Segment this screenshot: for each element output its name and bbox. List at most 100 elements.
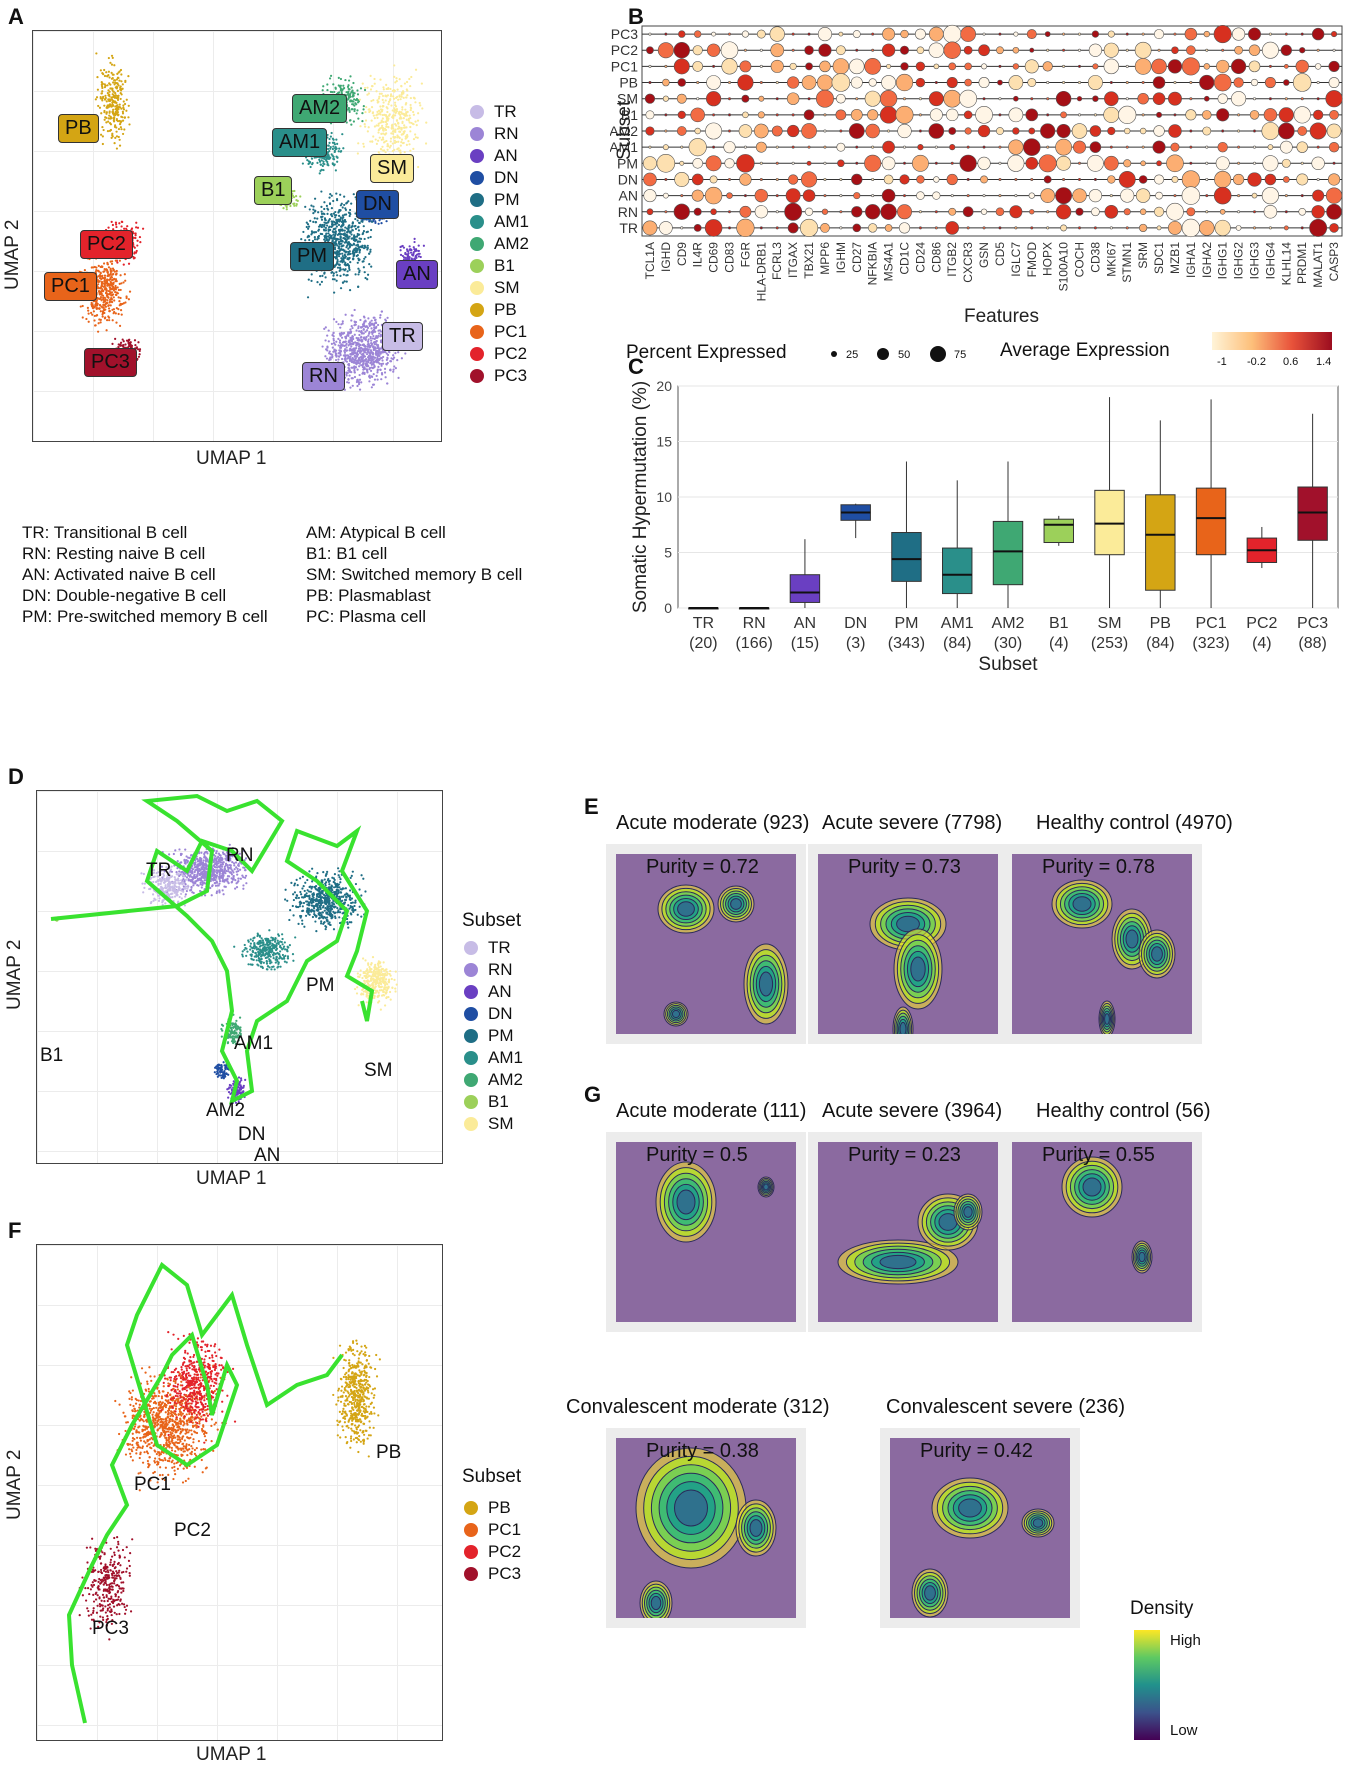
dotplot-dot — [1325, 187, 1343, 204]
density-g-title: Acute severe (3964) — [822, 1100, 1003, 1122]
dotplot-dot — [759, 64, 763, 68]
dotplot-dot — [1025, 108, 1039, 122]
dotplot-dot — [1152, 76, 1166, 89]
dotplot-b-ylabel: Subset — [614, 100, 635, 160]
dotplot-dot — [851, 206, 863, 218]
node-label-f-pc1: PC1 — [134, 1474, 171, 1495]
definition-item: SM: Switched memory B cell — [306, 565, 523, 584]
dotplot-dot — [943, 24, 962, 44]
dotplot-dot — [1249, 110, 1260, 120]
dotplot-dot — [966, 226, 970, 230]
dotplot-dot — [1043, 175, 1052, 184]
boxplot-ylabel: Somatic Hypermutation (%) — [630, 381, 651, 613]
node-label-rn: RN — [226, 845, 254, 866]
dotplot-dot — [775, 145, 779, 149]
dotplot-dot — [1125, 32, 1129, 36]
dotplot-dot — [1263, 108, 1278, 122]
dotplot-dot — [1055, 204, 1072, 220]
density-g-contours — [837, 1193, 983, 1285]
dotplot-dot — [1181, 57, 1200, 76]
dotplot-dot — [692, 61, 704, 72]
dotplot-dot — [1103, 42, 1119, 58]
boxplot-c: 0 5 10 15 20 TR (20) RN (166) AN (15) DN (3) PM (343) A… — [630, 378, 1339, 675]
dotplot-dot — [664, 113, 668, 117]
dotplot-dot — [787, 124, 800, 138]
dotplot-dot — [836, 45, 846, 56]
dotplot-dot — [1237, 210, 1241, 214]
dotplot-dot — [664, 129, 668, 133]
dotplot-dot — [1213, 73, 1232, 92]
density-contour — [896, 915, 920, 933]
node-label-an: AN — [254, 1145, 281, 1166]
dotplot-dot — [1077, 226, 1081, 230]
legend-a-swatch — [470, 193, 484, 207]
dotplot-dot — [726, 192, 733, 199]
dotplot-dot — [946, 76, 958, 89]
dotplot-dot — [803, 109, 815, 121]
dotplot-dot — [806, 160, 812, 166]
dotplot-dot — [1103, 155, 1119, 171]
boxplot-count: (15) — [791, 635, 819, 652]
legend-d-pm: PM — [464, 1026, 514, 1046]
boxplot-box — [1195, 487, 1227, 556]
dotplot-dot — [663, 192, 669, 199]
dotplot-dot — [867, 109, 879, 121]
legend-a-label: PC3 — [494, 366, 528, 385]
dotplot-dot — [817, 27, 833, 42]
dotplot-dot — [723, 141, 736, 154]
dotplot-dot — [787, 222, 799, 234]
dotplot-dot — [711, 31, 716, 37]
dotplot-row-label: PC1 — [611, 58, 638, 74]
dotplot-dot — [848, 123, 865, 139]
dotplot-dot — [1215, 156, 1230, 171]
dotplot-dot — [1268, 32, 1272, 36]
density-e-title: Acute moderate (923) — [616, 812, 810, 834]
density-legend-high: High — [1170, 1632, 1201, 1649]
color-legend-tick-4: 1.4 — [1316, 356, 1332, 368]
dotplot-dot — [728, 210, 732, 214]
dotplot-dot — [662, 95, 669, 102]
definition-item: AM: Atypical B cell — [306, 523, 446, 542]
dotplot-dot — [1028, 127, 1036, 135]
dotplot-dot — [775, 226, 779, 230]
dotplot-dot — [1152, 140, 1166, 154]
dotplot-dot — [1088, 43, 1103, 57]
dotplot-dot — [801, 75, 817, 90]
legend-d-swatch — [464, 1007, 478, 1021]
definition-item: DN: Double-negative B cell — [22, 586, 227, 605]
dotplot-dot — [1007, 154, 1025, 172]
dotplot-dot — [1156, 225, 1162, 231]
dotplot-dot — [918, 226, 922, 230]
density-g-plot — [1002, 1132, 1202, 1332]
dotplot-dot — [1125, 64, 1129, 68]
dotplot-dot — [1062, 81, 1066, 85]
dotplot-dot — [754, 123, 769, 139]
dotplot-dot — [1250, 78, 1259, 87]
dotplot-feature-label: GSN — [977, 242, 991, 268]
dotplot-dot — [1166, 154, 1184, 173]
dotplot-dot — [676, 126, 687, 136]
dotplot-dot — [918, 129, 922, 133]
boxplot-category: PC3 — [1297, 615, 1328, 632]
legend-f-swatch — [464, 1567, 478, 1581]
dotplot-dot — [1189, 129, 1193, 133]
legend-a-am1: AM1 — [470, 212, 529, 232]
boxplot-category: DN — [844, 615, 867, 632]
dotplot-dot — [1056, 123, 1071, 139]
density-e-contours — [1051, 879, 1176, 1034]
dotplot-dot — [1008, 139, 1024, 155]
dotplot-dot — [1328, 60, 1340, 72]
legend-d-label: B1 — [488, 1092, 509, 1111]
dotplot-dot — [644, 93, 656, 104]
dotplot-dot — [743, 145, 747, 149]
dotplot-dot — [664, 210, 668, 214]
dotplot-dot — [737, 74, 754, 91]
dotplot-row-label: RN — [618, 204, 638, 220]
dotplot-dot — [1141, 145, 1145, 149]
dotplot-dot — [1124, 127, 1131, 135]
definition-item: B1: B1 cell — [306, 544, 388, 563]
dotplot-row-label: PB — [619, 75, 638, 91]
panel-g-letter: G — [584, 1082, 602, 1107]
dotplot-dot — [1311, 205, 1325, 219]
